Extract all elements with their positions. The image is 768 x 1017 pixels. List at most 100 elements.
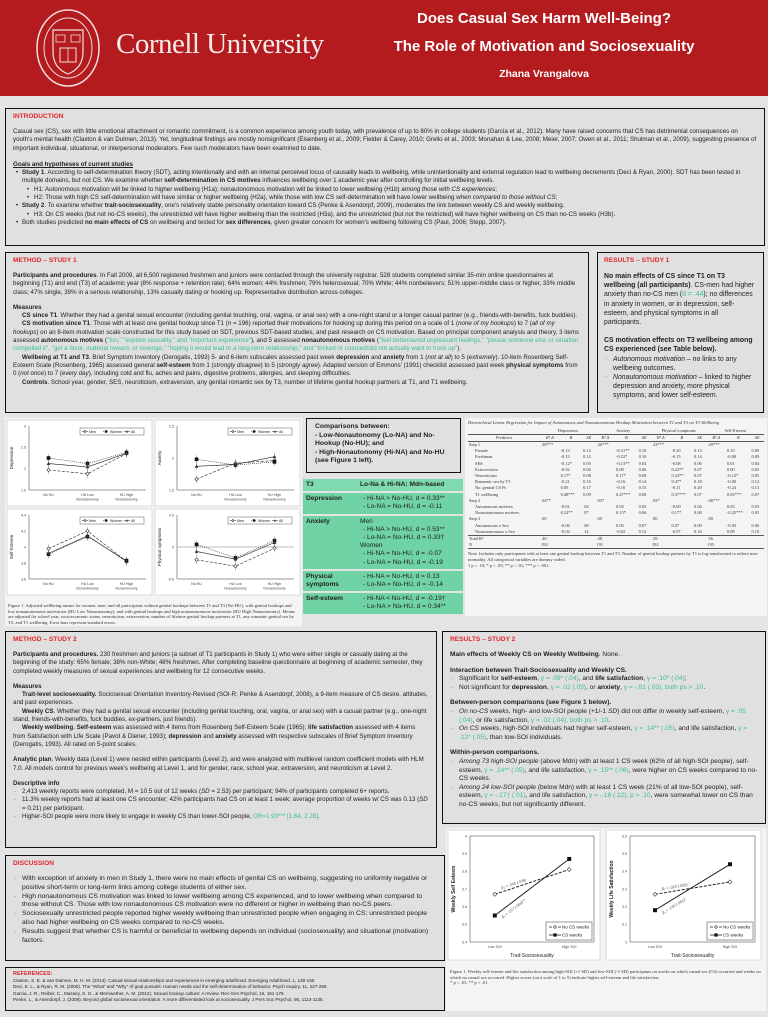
square-marker bbox=[252, 430, 256, 433]
value-cell bbox=[670, 442, 693, 449]
table-row: Autonomous x Sex -0.06 .08 0.05 0.07 0.07 0.09… bbox=[468, 523, 764, 529]
table-row: T1 wellbeing 0.48*** 0.09 0.47*** 0.08 0.37**… bbox=[468, 492, 764, 498]
text-segment: assessed with respective subscales of Br… bbox=[13, 732, 413, 748]
predictor-label: Extroversion bbox=[475, 466, 498, 472]
y-axis-label: Anxiety bbox=[157, 450, 162, 466]
comparison-line: - Hi-NA > No-HU, d = 0.33** bbox=[363, 495, 445, 503]
text-segment: On no-CS weeks bbox=[459, 707, 509, 715]
legend-box bbox=[227, 516, 293, 525]
statistic-text: γ = .02 (.04), both ps > .10 bbox=[530, 716, 609, 724]
value-cell: 0.12 bbox=[583, 448, 591, 454]
predictor-label: Neuroticism bbox=[475, 473, 497, 479]
value-cell: -0.20 bbox=[671, 448, 681, 454]
value-cell: 0.37*** bbox=[671, 491, 686, 497]
text-segment: anxiety bbox=[597, 683, 621, 691]
text-segment: ( bbox=[103, 337, 107, 345]
value-cell: 0.17* bbox=[616, 473, 626, 479]
x-tick-label: HU High bbox=[120, 493, 134, 497]
references-section: REFERENCES: Claxton, S. E. & van Dulmen,… bbox=[5, 967, 445, 1011]
reference-item: Penke, L., & Asendorpf, J. (2008). Beyon… bbox=[13, 996, 324, 1002]
text-segment: from 0 ( bbox=[13, 361, 578, 378]
value-cell: .07 bbox=[583, 510, 589, 516]
diamond-marker bbox=[566, 867, 572, 872]
value-cell: 0.10 bbox=[638, 454, 647, 460]
x-tick-label: Nonautonomy bbox=[76, 587, 99, 591]
list-item: Autonomous motivation – no links to any … bbox=[604, 355, 757, 373]
statistic-text: γ = .02 (.03) bbox=[550, 683, 587, 691]
value-cell: 0.09 bbox=[583, 491, 591, 497]
series-line bbox=[196, 548, 275, 567]
text-segment: Study 1 bbox=[22, 169, 45, 177]
value-cell: -0.02 bbox=[616, 528, 626, 534]
comparison-line: Men bbox=[360, 517, 373, 525]
statistic-text: γ = .14** (.05) bbox=[484, 766, 525, 774]
list-item: Among 73 high-SOI people (above Mdn) wit… bbox=[450, 758, 758, 784]
text-segment: self-determination in CS motives bbox=[164, 177, 261, 185]
text-segment: self-esteem bbox=[156, 361, 191, 369]
statistic-text: OR=1.93*** [1.64, 2.28] bbox=[253, 813, 318, 821]
value-cell: -0.16 bbox=[616, 479, 626, 485]
column-header: R² Δ bbox=[650, 434, 671, 443]
legend-box bbox=[545, 921, 593, 941]
table-row: Depression - Hi-NA > No-HU, d = 0.33** - L… bbox=[303, 493, 463, 514]
text-segment: when compared to those without CS bbox=[456, 194, 556, 202]
comparisons-box: Comparisons between: - Low-Nonautonomy (… bbox=[306, 418, 461, 473]
header-cell: Lo-Na & Hi-NA: Mdn-based bbox=[357, 479, 463, 492]
method-paragraph: Trait-level sociosexuality. Sociosexual … bbox=[13, 691, 429, 708]
y-tick-label: 3.1 bbox=[622, 923, 627, 927]
table-row: Extroversion -0.02 0.06 0.08 0.06 0.22** 0.07 0… bbox=[468, 467, 764, 473]
x-tick-label: HU High bbox=[268, 493, 282, 497]
diamond-marker bbox=[492, 891, 498, 897]
diamond-marker bbox=[233, 563, 238, 569]
value-cell bbox=[615, 542, 638, 550]
value-cell bbox=[750, 542, 764, 550]
y-tick-label: 4 bbox=[24, 545, 26, 549]
university-name: Cornell University bbox=[116, 28, 324, 60]
text-segment: Measures bbox=[13, 303, 42, 311]
value-cell: 0.08 bbox=[616, 466, 624, 472]
figure2-panel: 3.4 3.5 3.6 3.7 3.8 3.9 4 Low SOI High SOI Weekly… bbox=[446, 828, 766, 1011]
x-tick-label: No HU bbox=[43, 493, 54, 497]
legend-label: All bbox=[131, 430, 135, 434]
y-tick-label: -0.5 bbox=[168, 577, 174, 581]
value-cell: -0.15 bbox=[671, 454, 681, 460]
y-tick-label: 3.2 bbox=[622, 905, 627, 909]
y-tick-label: 2.5 bbox=[169, 424, 174, 428]
series-line bbox=[654, 881, 731, 895]
square-marker bbox=[194, 457, 199, 462]
subheading: Between-person comparisons (see Figure 1… bbox=[450, 699, 612, 707]
text-segment: , bbox=[643, 675, 647, 683]
value-cell: 0.12 bbox=[638, 528, 647, 534]
text-segment: was assessed with 4 items from Rosenberg… bbox=[111, 724, 309, 732]
value-cell bbox=[615, 442, 638, 449]
text-segment: On CS weeks bbox=[459, 725, 500, 733]
table-row: Nonautonomous x Sex -0.02 .14 -0.02 0.12 -0.0… bbox=[468, 529, 764, 536]
section-title: RESULTS – STUDY 2 bbox=[450, 636, 516, 643]
column-header: SE bbox=[637, 434, 651, 443]
y-tick-label: 3 bbox=[24, 424, 26, 428]
table-row: Anxiety Men - Hi-NA > No-HU, d = 0.53** - L… bbox=[303, 515, 463, 569]
value-cell: .02* bbox=[651, 497, 660, 503]
table-head: Depression Anxiety Physical symptoms Self-E… bbox=[468, 427, 764, 443]
y-tick-label: 3.9 bbox=[462, 852, 467, 856]
value-cell: -0.12* bbox=[560, 460, 572, 466]
text-segment: trait-sociosexuality bbox=[104, 202, 162, 210]
triangle-marker bbox=[233, 462, 238, 466]
value-cell: .36*** bbox=[596, 442, 609, 447]
diamond-marker bbox=[713, 924, 719, 930]
table-significance: † p < .10; * p < .05; ** p < .01; *** p … bbox=[468, 562, 550, 568]
value-cell bbox=[651, 529, 671, 536]
y-tick-label: 4 bbox=[465, 834, 467, 838]
value-cell: .04** bbox=[541, 497, 551, 503]
square-marker bbox=[567, 856, 572, 861]
value-cell bbox=[637, 542, 651, 550]
comparison-line: Women bbox=[360, 542, 383, 550]
diamond-marker bbox=[83, 518, 87, 523]
diamond-marker bbox=[231, 429, 235, 434]
table-row: Step 2 .04** .03* .02* .06*** bbox=[468, 498, 764, 504]
comparison-line: - Lo-NA = No-HU, d = -0.19 bbox=[363, 558, 443, 566]
value-cell: .49*** bbox=[707, 442, 720, 447]
text-segment: Study 2 bbox=[22, 202, 45, 210]
list-item: 11.3% weekly reports had at least one CS… bbox=[13, 796, 429, 813]
